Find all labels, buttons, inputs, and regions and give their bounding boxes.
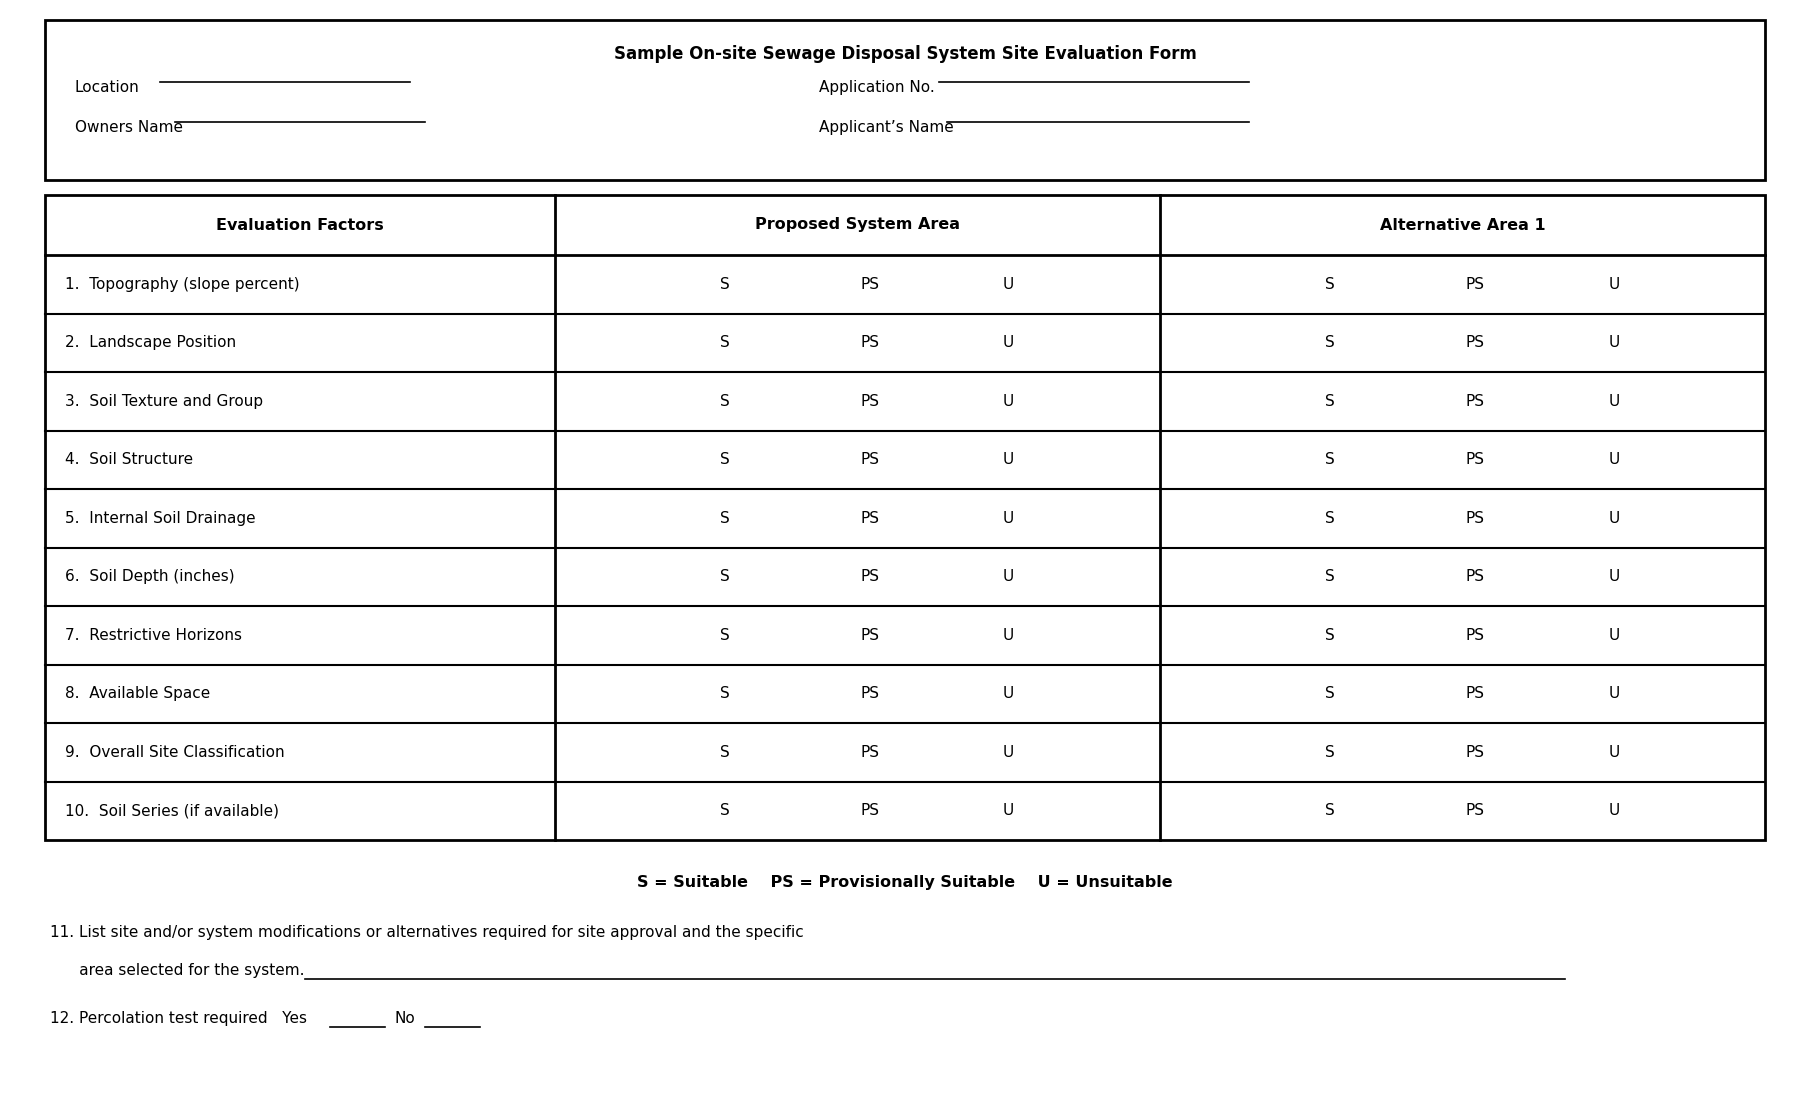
Text: U: U: [1608, 686, 1619, 701]
Text: U: U: [1608, 452, 1619, 468]
Text: PS: PS: [859, 804, 879, 818]
Text: PS: PS: [859, 569, 879, 585]
Text: S: S: [720, 452, 729, 468]
Bar: [45, 195, 1766, 840]
Text: Sample On-site Sewage Disposal System Site Evaluation Form: Sample On-site Sewage Disposal System Si…: [613, 45, 1196, 62]
Text: 11. List site and/or system modifications or alternatives required for site appr: 11. List site and/or system modification…: [51, 925, 803, 940]
Text: PS: PS: [859, 452, 879, 468]
Text: Evaluation Factors: Evaluation Factors: [215, 218, 384, 232]
Text: U: U: [1004, 686, 1015, 701]
Text: 10.  Soil Series (if available): 10. Soil Series (if available): [65, 804, 279, 818]
Text: 3.  Soil Texture and Group: 3. Soil Texture and Group: [65, 394, 262, 408]
Text: 12. Percolation test required   Yes: 12. Percolation test required Yes: [51, 1011, 308, 1026]
Text: S: S: [720, 569, 729, 585]
Text: 4.  Soil Structure: 4. Soil Structure: [65, 452, 194, 468]
Text: U: U: [1608, 277, 1619, 291]
Text: PS: PS: [859, 627, 879, 643]
Text: S = Suitable    PS = Provisionally Suitable    U = Unsuitable: S = Suitable PS = Provisionally Suitable…: [637, 875, 1172, 889]
Text: PS: PS: [1465, 335, 1483, 350]
Text: No: No: [394, 1011, 416, 1026]
Text: PS: PS: [1465, 277, 1483, 291]
Text: PS: PS: [859, 277, 879, 291]
Text: PS: PS: [1465, 394, 1483, 408]
Text: 6.  Soil Depth (inches): 6. Soil Depth (inches): [65, 569, 235, 585]
Text: PS: PS: [1465, 686, 1483, 701]
Text: S: S: [1324, 394, 1335, 408]
Text: U: U: [1004, 277, 1015, 291]
Text: U: U: [1608, 511, 1619, 526]
Text: 1.  Topography (slope percent): 1. Topography (slope percent): [65, 277, 300, 291]
Text: S: S: [720, 335, 729, 350]
Text: S: S: [720, 277, 729, 291]
Text: U: U: [1004, 452, 1015, 468]
Text: U: U: [1608, 569, 1619, 585]
Text: U: U: [1608, 335, 1619, 350]
Text: PS: PS: [1465, 627, 1483, 643]
Text: S: S: [720, 804, 729, 818]
Text: PS: PS: [859, 744, 879, 760]
Text: U: U: [1004, 335, 1015, 350]
Bar: [45, 20, 1766, 180]
Text: PS: PS: [859, 394, 879, 408]
Text: area selected for the system.: area selected for the system.: [51, 963, 304, 978]
Text: U: U: [1004, 569, 1015, 585]
Text: PS: PS: [859, 511, 879, 526]
Text: S: S: [720, 744, 729, 760]
Text: S: S: [720, 627, 729, 643]
Text: 5.  Internal Soil Drainage: 5. Internal Soil Drainage: [65, 511, 255, 526]
Text: S: S: [1324, 627, 1335, 643]
Text: Alternative Area 1: Alternative Area 1: [1380, 218, 1545, 232]
Text: S: S: [1324, 511, 1335, 526]
Text: S: S: [1324, 686, 1335, 701]
Text: S: S: [1324, 744, 1335, 760]
Text: PS: PS: [1465, 569, 1483, 585]
Text: U: U: [1608, 394, 1619, 408]
Text: U: U: [1004, 511, 1015, 526]
Text: S: S: [1324, 452, 1335, 468]
Text: Owners Name: Owners Name: [74, 121, 183, 135]
Text: PS: PS: [1465, 511, 1483, 526]
Text: PS: PS: [1465, 744, 1483, 760]
Text: S: S: [720, 394, 729, 408]
Text: U: U: [1004, 744, 1015, 760]
Text: PS: PS: [1465, 452, 1483, 468]
Text: S: S: [1324, 335, 1335, 350]
Text: 8.  Available Space: 8. Available Space: [65, 686, 210, 701]
Text: PS: PS: [859, 686, 879, 701]
Text: U: U: [1004, 804, 1015, 818]
Text: U: U: [1004, 627, 1015, 643]
Text: S: S: [720, 686, 729, 701]
Text: U: U: [1608, 627, 1619, 643]
Text: S: S: [1324, 569, 1335, 585]
Text: Location: Location: [74, 80, 139, 95]
Text: U: U: [1004, 394, 1015, 408]
Text: PS: PS: [859, 335, 879, 350]
Text: Applicant’s Name: Applicant’s Name: [819, 121, 953, 135]
Text: Application No.: Application No.: [819, 80, 935, 95]
Text: S: S: [1324, 804, 1335, 818]
Text: 2.  Landscape Position: 2. Landscape Position: [65, 335, 237, 350]
Text: Proposed System Area: Proposed System Area: [754, 218, 961, 232]
Text: U: U: [1608, 744, 1619, 760]
Text: 7.  Restrictive Horizons: 7. Restrictive Horizons: [65, 627, 242, 643]
Text: 9.  Overall Site Classification: 9. Overall Site Classification: [65, 744, 284, 760]
Text: PS: PS: [1465, 804, 1483, 818]
Text: S: S: [720, 511, 729, 526]
Text: S: S: [1324, 277, 1335, 291]
Text: U: U: [1608, 804, 1619, 818]
